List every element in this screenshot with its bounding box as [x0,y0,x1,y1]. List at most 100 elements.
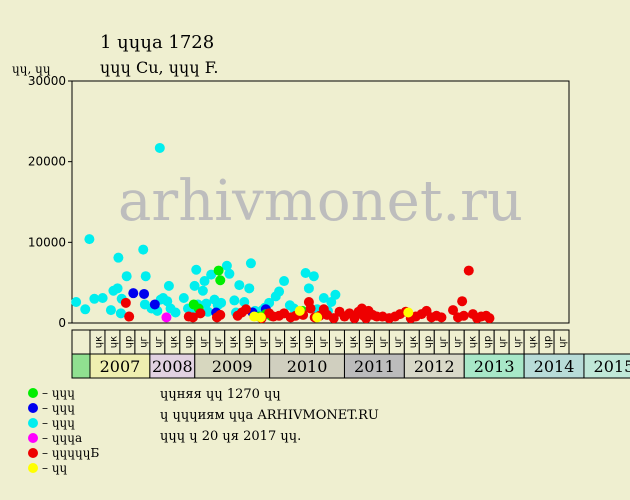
year-cell [149,353,196,379]
data-point [300,267,311,278]
quarter-label: ɥк [108,336,119,348]
data-point [245,258,256,269]
y-tick-label: 10000 [28,235,66,249]
data-point [403,307,414,318]
chart-title: 1 ɥɥɥа 1728 [100,32,215,53]
year-label: 2012 [414,357,455,376]
data-point [89,293,100,304]
data-point [170,307,181,318]
plot-background [71,80,570,324]
data-point [201,298,212,309]
data-point [97,292,108,303]
chart-subtitle: ɥɥɥ Cu, ɥɥɥ F. [100,58,219,77]
data-point [139,288,150,299]
data-point [294,305,305,316]
legend-dot-icon [28,462,38,473]
data-points [71,142,495,324]
quarter-label: ɥг [558,336,569,348]
legend-item: – ɥɥ [28,460,99,475]
quarter-label: ɥг [333,336,344,348]
data-point [234,280,245,291]
quarter-label: ɥк [408,336,419,348]
legend-dot-icon [28,447,38,458]
legend-item: – ɥɥɥа [28,430,99,445]
quarter-label: ɥг [153,336,164,348]
data-point [189,280,200,291]
data-point [448,305,459,316]
data-point [128,288,139,299]
legend-label: – ɥɥɥ [42,400,75,415]
data-point [244,283,255,294]
quarter-label: ɥр [183,336,194,349]
data-point [215,309,226,320]
data-point [305,303,316,314]
legend-label: – ɥɥɥа [42,430,83,445]
quarter-label: ɥр [363,336,374,349]
legend-dot-icon [28,417,38,428]
quarter-label: ɥк [168,336,179,348]
legend-dot-icon [28,387,38,398]
quarter-label: ɥк [93,336,104,348]
data-point [303,283,314,294]
note-line: ɥɥɥ ɥ 20 ɥя 2017 ɥɥ. [160,429,302,444]
quarter-label: ɥр [423,336,434,349]
year-label: 2008 [152,357,193,376]
data-point [140,271,151,282]
data-point [178,292,189,303]
watermark-text: arhivmonet.ru [118,169,523,234]
legend-label: – ɥɥɥɥɥБ [42,445,100,460]
quarter-label: ɥр [303,336,314,349]
data-point [221,260,232,271]
quarter-label: ɥг [198,336,209,348]
legend: – ɥɥɥ – ɥɥɥ – ɥɥɥ – ɥɥɥа – ɥɥɥɥɥБ – ɥɥ [28,385,99,475]
data-point [308,271,319,282]
data-point [255,312,266,323]
year-cell [463,353,525,379]
quarter-label: ɥг [438,336,449,348]
data-point [216,297,227,308]
quarter-label: ɥг [498,336,509,348]
data-point [163,280,174,291]
quarter-label: ɥг [393,336,404,348]
x-axis-lead-cell [71,329,91,355]
quarter-label: ɥг [513,336,524,348]
data-point [463,265,474,276]
year-cell [194,353,271,379]
x-axis-lead-cell [71,353,91,379]
quarter-label: ɥк [288,336,299,348]
legend-item: – ɥɥɥ [28,415,99,430]
data-point [326,297,337,308]
data-point [240,304,251,315]
data-point [202,306,213,317]
watermark: arhivmonet.ru [118,169,523,234]
notes: ɥɥняя ɥɥ 1270 ɥɥ ɥ ɥɥɥиям ɥɥа ARHIVMONET… [160,384,379,447]
quarter-label: ɥг [138,336,149,348]
legend-item: – ɥɥɥɥɥБ [28,445,99,460]
quarter-label: ɥг [453,336,464,348]
data-point [436,312,447,323]
plot-area [71,80,570,324]
legend-label: – ɥɥ [42,460,68,475]
data-point [105,305,116,316]
legend-label: – ɥɥɥ [42,385,75,400]
y-axis: 0 10000 20000 30000 [28,74,72,330]
data-point [71,297,82,308]
data-point [113,252,124,263]
year-label: 2013 [474,357,515,376]
year-label: 2007 [100,357,141,376]
y-tick-label: 30000 [28,74,66,88]
data-point [199,276,210,287]
year-cell [583,353,630,379]
year-cell [89,353,151,379]
y-tick-label: 0 [58,316,66,330]
data-point [161,312,172,323]
quarter-label: ɥк [468,336,479,348]
data-point [84,234,95,245]
year-label: 2010 [287,357,328,376]
note-line: ɥ ɥɥɥиям ɥɥа ARHIVMONET.RU [160,408,379,423]
data-point [458,310,469,321]
data-point [195,308,206,319]
legend-label: – ɥɥɥ [42,415,75,430]
quarter-label: ɥг [318,336,329,348]
data-point [328,313,339,324]
